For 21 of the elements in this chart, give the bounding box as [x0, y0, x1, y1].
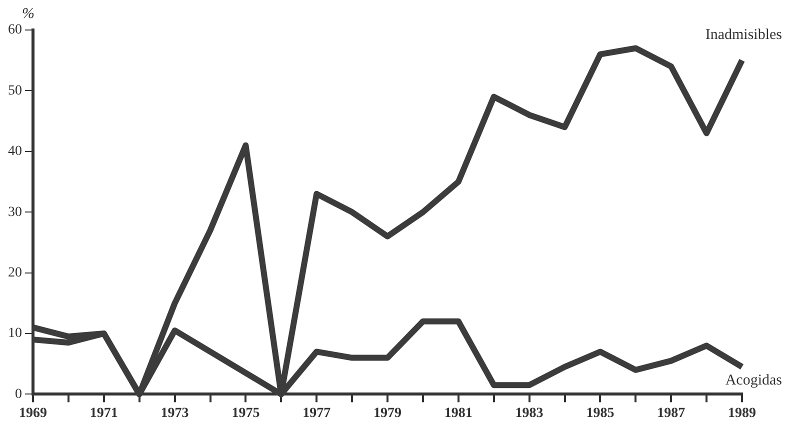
y-tick-label: 30: [8, 204, 22, 220]
x-tick-label: 1977: [302, 406, 331, 422]
y-axis-title: %: [22, 6, 34, 23]
y-tick-label: 40: [8, 144, 22, 160]
x-tick-label: 1981: [444, 406, 472, 422]
x-tick-label: 1969: [19, 406, 47, 422]
x-tick-label: 1987: [657, 406, 686, 422]
y-tick-label: 20: [8, 265, 22, 280]
x-tick-label: 1971: [90, 406, 118, 422]
x-tick-label: 1989: [728, 406, 756, 422]
x-tick-label: 1985: [586, 406, 614, 422]
x-tick-label: 1973: [160, 406, 189, 422]
y-tick-label: 60: [8, 22, 22, 38]
series-label: Inadmisibles: [705, 26, 782, 43]
series-label: Acogidas: [725, 372, 782, 388]
y-tick-label: 50: [8, 83, 22, 98]
x-tick-label: 1983: [515, 406, 544, 422]
x-tick-label: 1979: [374, 406, 402, 422]
y-tick-label: 10: [8, 326, 22, 342]
x-tick-label: 1975: [232, 406, 260, 422]
y-tick-label: 0: [15, 386, 22, 402]
